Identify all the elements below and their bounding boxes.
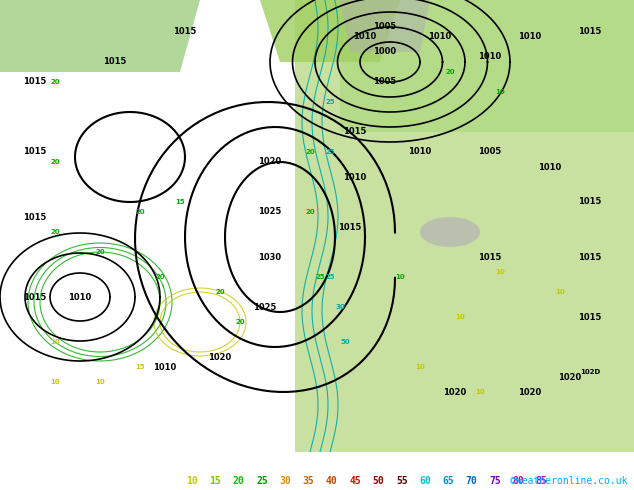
Text: 70: 70 — [466, 476, 477, 486]
Text: 1010: 1010 — [153, 363, 177, 371]
Text: 85: 85 — [536, 476, 548, 486]
Text: 15: 15 — [209, 476, 221, 486]
Text: 1015: 1015 — [578, 252, 602, 262]
Text: 1015: 1015 — [103, 57, 127, 67]
Text: 20: 20 — [445, 69, 455, 75]
Text: 1010: 1010 — [353, 32, 377, 42]
Text: 10: 10 — [495, 89, 505, 95]
Text: 45: 45 — [349, 476, 361, 486]
Text: 1020: 1020 — [559, 372, 581, 382]
Text: 1005: 1005 — [479, 147, 501, 156]
Text: 80: 80 — [512, 476, 524, 486]
Text: 20: 20 — [50, 79, 60, 85]
Text: 50: 50 — [340, 339, 350, 345]
Text: 20: 20 — [50, 159, 60, 165]
Text: Isotachs (mph) [mph] ECMWF: Isotachs (mph) [mph] ECMWF — [4, 461, 167, 470]
Text: 1010: 1010 — [519, 32, 541, 42]
Text: 50: 50 — [373, 476, 384, 486]
Ellipse shape — [420, 217, 480, 247]
Text: 75: 75 — [489, 476, 501, 486]
Text: 1025: 1025 — [258, 207, 281, 217]
Text: 25: 25 — [325, 274, 335, 280]
Text: 90: 90 — [559, 476, 571, 486]
Text: 15: 15 — [135, 364, 145, 370]
Text: 10: 10 — [50, 379, 60, 385]
Text: 1015: 1015 — [478, 252, 501, 262]
Text: 10: 10 — [475, 389, 485, 395]
Text: 1000: 1000 — [373, 48, 396, 56]
Text: Fr 31-05-2024 06:00 UTC (00+30): Fr 31-05-2024 06:00 UTC (00+30) — [436, 461, 630, 470]
Text: 1010: 1010 — [68, 293, 92, 301]
Text: 10: 10 — [50, 339, 60, 345]
Text: 20: 20 — [95, 249, 105, 255]
Text: 10: 10 — [415, 364, 425, 370]
Text: 1010: 1010 — [408, 147, 432, 156]
Text: 20: 20 — [135, 209, 145, 215]
Text: 102D: 102D — [580, 369, 600, 375]
Text: 25: 25 — [325, 99, 335, 105]
Text: 20: 20 — [155, 274, 165, 280]
Text: 1010: 1010 — [429, 32, 451, 42]
Text: 1020: 1020 — [259, 157, 281, 167]
Text: 30: 30 — [280, 476, 291, 486]
Text: 10: 10 — [186, 476, 198, 486]
Text: 20: 20 — [305, 209, 315, 215]
Text: 1020: 1020 — [519, 388, 541, 396]
Text: 25: 25 — [315, 274, 325, 280]
Polygon shape — [0, 0, 200, 72]
Polygon shape — [295, 0, 634, 452]
Text: 15: 15 — [175, 199, 185, 205]
Text: 1010: 1010 — [479, 52, 501, 62]
Text: 20: 20 — [235, 319, 245, 325]
Text: 1005: 1005 — [373, 77, 397, 87]
Text: 1015: 1015 — [344, 127, 366, 137]
Text: 1015: 1015 — [339, 222, 361, 231]
Text: 1015: 1015 — [23, 77, 47, 87]
Polygon shape — [260, 0, 400, 62]
Text: 55: 55 — [396, 476, 408, 486]
Text: ©weatheronline.co.uk: ©weatheronline.co.uk — [510, 476, 628, 486]
Text: 1015: 1015 — [578, 313, 602, 321]
Polygon shape — [340, 0, 430, 52]
Text: 1015: 1015 — [23, 213, 47, 221]
Text: 20: 20 — [215, 289, 225, 295]
Text: 1020: 1020 — [443, 388, 467, 396]
Text: 40: 40 — [326, 476, 338, 486]
Text: 1015: 1015 — [578, 197, 602, 206]
Text: 25: 25 — [325, 149, 335, 155]
Text: 10: 10 — [555, 289, 565, 295]
Text: 35: 35 — [302, 476, 314, 486]
Text: 1015: 1015 — [578, 27, 602, 36]
Text: Isotachs 10m (mph): Isotachs 10m (mph) — [4, 476, 117, 486]
Text: 20: 20 — [233, 476, 245, 486]
Text: 10: 10 — [495, 269, 505, 275]
Text: 1015: 1015 — [173, 27, 197, 36]
Text: 1020: 1020 — [209, 352, 231, 362]
Text: 25: 25 — [256, 476, 268, 486]
Text: 10: 10 — [395, 274, 405, 280]
Text: 10: 10 — [95, 379, 105, 385]
Text: 1015: 1015 — [23, 293, 47, 301]
Text: 65: 65 — [443, 476, 455, 486]
Text: 1025: 1025 — [254, 302, 276, 312]
Text: 30: 30 — [335, 304, 345, 310]
Text: 1015: 1015 — [23, 147, 47, 156]
Text: 20: 20 — [305, 149, 315, 155]
Polygon shape — [340, 0, 634, 132]
Text: 1030: 1030 — [259, 252, 281, 262]
Text: 20: 20 — [50, 229, 60, 235]
Text: 1005: 1005 — [373, 23, 397, 31]
Text: 1010: 1010 — [538, 163, 562, 172]
Text: 60: 60 — [419, 476, 431, 486]
Text: 10: 10 — [455, 314, 465, 320]
Text: 1010: 1010 — [344, 172, 366, 181]
